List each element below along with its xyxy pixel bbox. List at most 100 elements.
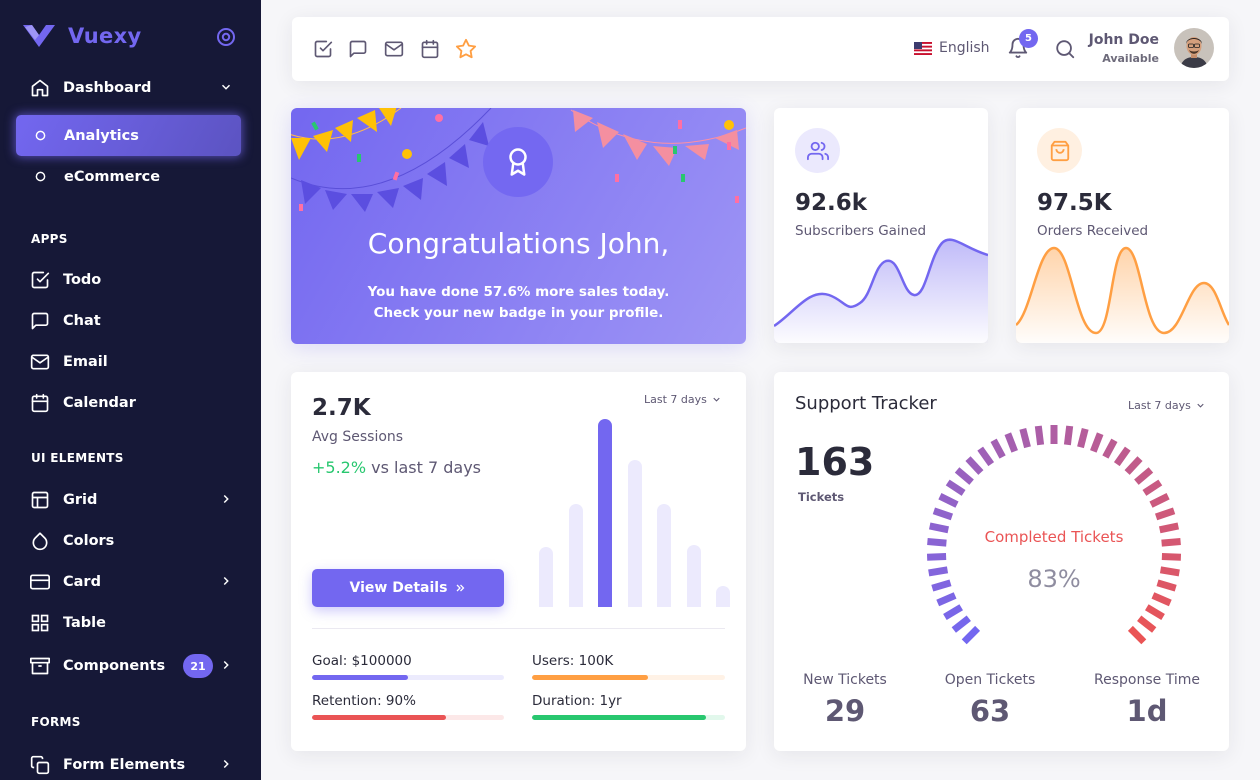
- session-bar: [539, 547, 553, 607]
- chevrons-right-icon: [456, 584, 465, 592]
- tickets-value: 163: [795, 440, 875, 484]
- chevron-down-icon: [713, 397, 720, 402]
- tickets-label: Tickets: [798, 490, 845, 504]
- message-square-icon[interactable]: [348, 39, 368, 59]
- users-progress: [532, 675, 725, 680]
- sidebar-item-calendar[interactable]: Calendar: [16, 382, 241, 423]
- gauge-segment: [928, 566, 949, 577]
- retention-progress-fill: [312, 715, 447, 720]
- chevron-down-icon: [221, 84, 231, 90]
- response-time-label: Response Time: [1094, 672, 1200, 688]
- calendar-icon[interactable]: [420, 39, 440, 59]
- sidebar-toggle-icon[interactable]: [216, 27, 236, 47]
- check-square-icon[interactable]: [313, 39, 333, 59]
- top-navbar: English 5 John Doe Available: [292, 17, 1229, 81]
- sidebar-item-label: Chat: [63, 312, 101, 329]
- sidebar-item-label: Grid: [63, 491, 98, 508]
- divider: [312, 628, 725, 629]
- circle-icon: [35, 171, 46, 182]
- star-icon[interactable]: [455, 38, 477, 60]
- language-label: English: [939, 40, 990, 56]
- search-icon[interactable]: [1054, 38, 1076, 60]
- credit-card-icon: [30, 574, 50, 589]
- gauge-segment: [1149, 493, 1170, 508]
- sessions-change-suffix: vs last 7 days: [366, 458, 482, 477]
- gauge-segment: [938, 493, 959, 508]
- sidebar: Vuexy Dashboard Analytics eCommerce APPS…: [0, 0, 261, 780]
- sidebar-item-label: Form Elements: [63, 756, 186, 773]
- sidebar-item-label: Todo: [63, 271, 102, 288]
- period-label: Last 7 days: [1128, 399, 1191, 412]
- user-status: Available: [1102, 52, 1159, 65]
- sessions-change: +5.2% vs last 7 days: [312, 458, 481, 477]
- gauge-segment: [1134, 467, 1154, 485]
- section-header-apps: APPS: [31, 232, 68, 246]
- sidebar-item-table[interactable]: Table: [16, 602, 241, 643]
- support-period-dropdown[interactable]: Last 7 days: [1128, 399, 1206, 412]
- session-bar: [687, 545, 701, 607]
- confetti-decoration: [291, 108, 746, 212]
- sidebar-item-analytics[interactable]: Analytics: [16, 115, 241, 156]
- user-name[interactable]: John Doe: [1088, 32, 1159, 48]
- sidebar-item-email[interactable]: Email: [16, 341, 241, 382]
- layout-icon: [31, 491, 49, 508]
- gauge-segment: [932, 507, 954, 521]
- gauge-segment: [943, 604, 963, 621]
- sidebar-item-ecommerce[interactable]: eCommerce: [16, 156, 241, 197]
- congrats-line2: Check your new badge in your profile.: [373, 305, 664, 321]
- sidebar-item-grid[interactable]: Grid: [16, 479, 241, 520]
- open-tickets-label: Open Tickets: [944, 672, 1036, 688]
- sidebar-item-dashboard[interactable]: Dashboard: [16, 67, 241, 108]
- retention-label: Retention: 90%: [312, 693, 416, 709]
- sidebar-item-label: Colors: [63, 532, 115, 549]
- session-bar: [628, 460, 642, 607]
- session-bar: [657, 504, 671, 607]
- circle-icon: [35, 130, 46, 141]
- gauge-value: 83%: [1027, 565, 1081, 593]
- chevron-right-icon: [223, 494, 229, 504]
- sidebar-item-label: Components: [63, 657, 166, 674]
- gauge-segment: [1142, 479, 1163, 496]
- orders-label: Orders Received: [1037, 223, 1149, 239]
- copy-icon: [30, 755, 50, 774]
- sidebar-item-chat[interactable]: Chat: [16, 300, 241, 341]
- brand-logo[interactable]: Vuexy: [22, 20, 141, 52]
- view-details-button[interactable]: View Details: [312, 569, 504, 607]
- avatar[interactable]: [1174, 28, 1214, 68]
- gauge-segment: [1102, 438, 1118, 459]
- sidebar-item-components[interactable]: Components 21: [16, 645, 241, 686]
- mail-icon[interactable]: [384, 39, 404, 59]
- bell-icon[interactable]: [1007, 37, 1029, 59]
- users-label: Users: 100K: [532, 653, 614, 669]
- orders-sparkline: [1016, 246, 1229, 343]
- home-icon: [31, 79, 49, 96]
- duration-label: Duration: 1yr: [532, 693, 622, 709]
- gauge-segment: [945, 479, 966, 496]
- sidebar-item-card[interactable]: Card: [16, 561, 241, 602]
- sidebar-item-todo[interactable]: Todo: [16, 259, 241, 300]
- gauge-segment: [1151, 592, 1172, 607]
- session-bar: [716, 586, 730, 607]
- gauge-segment: [990, 438, 1006, 459]
- gauge-segment: [1077, 428, 1089, 449]
- congrats-line1-start: You have done: [367, 284, 484, 300]
- brand-name: Vuexy: [68, 24, 142, 48]
- gauge-segment: [936, 592, 957, 607]
- duration-progress: [532, 715, 725, 720]
- sidebar-item-form-elements[interactable]: Form Elements: [16, 744, 241, 780]
- open-tickets-value: 63: [969, 694, 1011, 728]
- gauge-segment: [1127, 625, 1147, 645]
- response-time-value: 1d: [1126, 694, 1168, 728]
- gauge-segment: [954, 467, 974, 485]
- section-header-ui-elements: UI ELEMENTS: [31, 451, 124, 465]
- language-dropdown[interactable]: English: [914, 40, 990, 56]
- gauge-segment: [1113, 446, 1131, 467]
- open-tickets-stat: Open Tickets 63: [930, 672, 1050, 728]
- gauge-segment: [927, 538, 947, 547]
- sidebar-item-colors[interactable]: Colors: [16, 520, 241, 561]
- sales-percentage: 57.6%: [483, 284, 531, 300]
- sessions-period-dropdown[interactable]: Last 7 days: [644, 393, 722, 406]
- congrats-line1-end: more sales today.: [530, 284, 670, 300]
- response-time-stat: Response Time 1d: [1087, 672, 1207, 728]
- gauge-segment: [977, 446, 995, 467]
